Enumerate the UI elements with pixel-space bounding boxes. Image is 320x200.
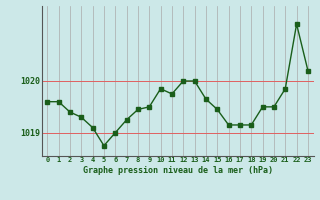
- X-axis label: Graphe pression niveau de la mer (hPa): Graphe pression niveau de la mer (hPa): [83, 166, 273, 175]
